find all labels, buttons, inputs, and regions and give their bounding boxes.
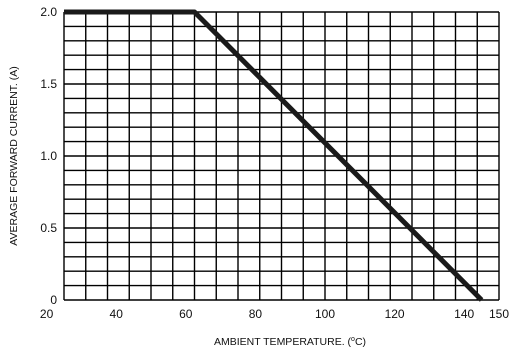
x-tick-label: 150 [489,307,509,321]
x-tick-label: 40 [110,307,124,321]
x-tick-label: 20 [40,307,54,321]
y-tick-label: 0 [50,293,57,307]
x-axis-label-degree: o [351,336,355,343]
x-axis-label: AMBIENT TEMPERATURE. (oC) [214,336,366,348]
x-tick-label: 80 [249,307,263,321]
x-tick-label: 100 [315,307,335,321]
y-tick-label: 2.0 [40,5,57,19]
y-tick-label: 1.5 [40,77,57,91]
x-tick-label: 120 [385,307,405,321]
x-tick-label: 60 [179,307,193,321]
x-axis-label-unit: C) [355,336,366,348]
x-axis-label-main: AMBIENT TEMPERATURE. ( [214,336,352,348]
grid [63,11,500,301]
series-layer [64,9,484,302]
x-tick-labels: 20 40 60 80 100 120 140 150 [40,307,509,321]
y-tick-label: 1.0 [40,149,57,163]
y-tick-label: 0.5 [40,221,57,235]
x-tick-label: 140 [454,307,474,321]
y-axis-label: AVERAGE FORWARD CURRENT. (A) [8,66,20,245]
derating-curve-0 [64,9,484,302]
y-tick-labels: 0 0.5 1.0 1.5 2.0 [40,5,57,307]
